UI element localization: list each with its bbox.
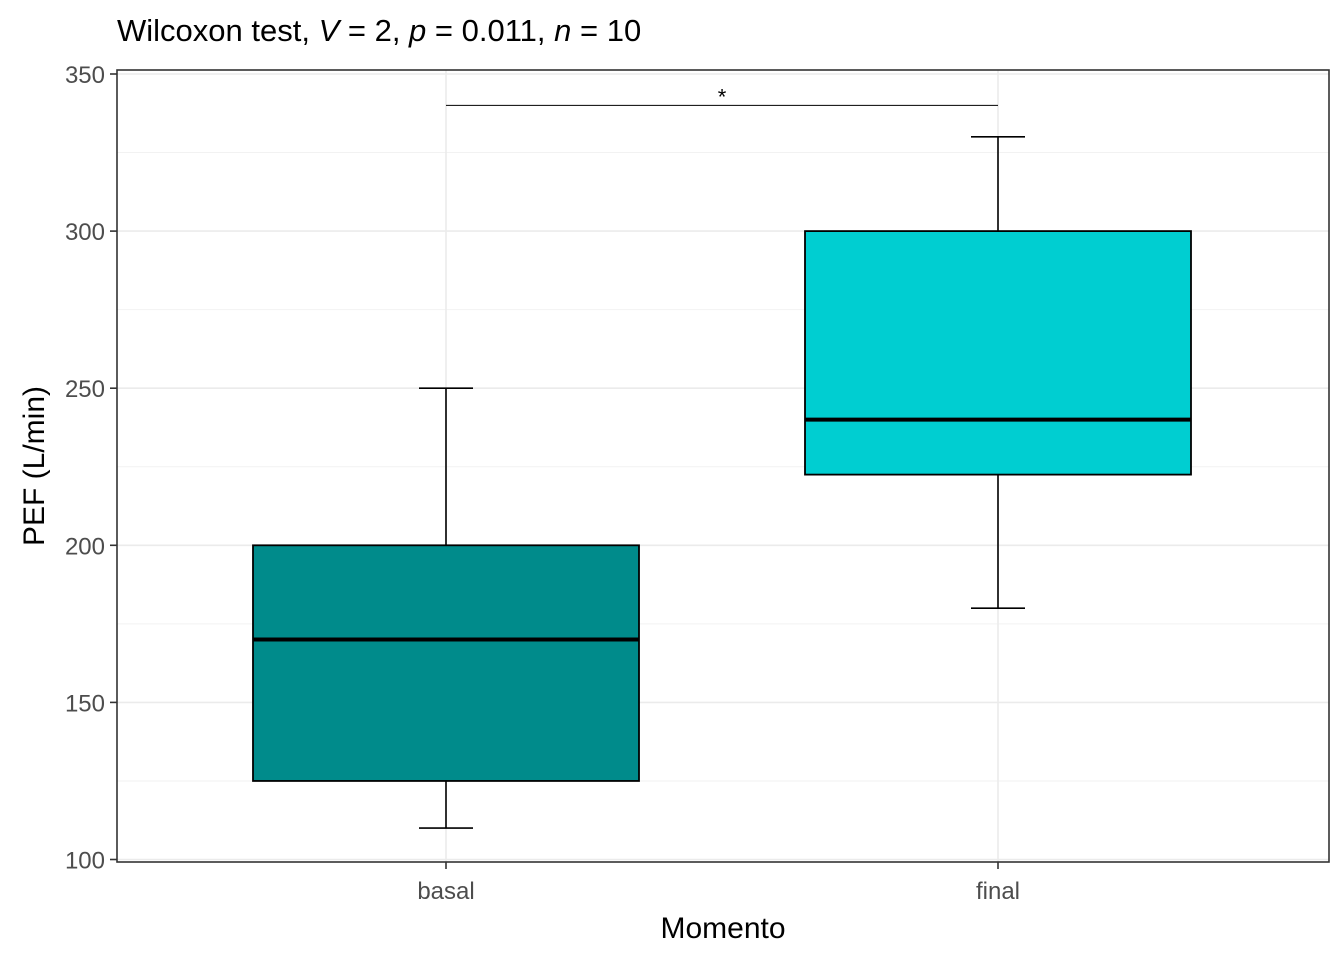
y-axis: 100 150 200 250 300 350	[65, 62, 117, 875]
y-tick-label: 150	[65, 690, 105, 717]
chart-title-part: = 0.011,	[426, 13, 554, 48]
boxplot-basal	[252, 387, 640, 829]
y-tick-label: 300	[65, 219, 105, 246]
x-axis-title: Momento	[660, 912, 785, 945]
chart-title-part: = 10	[571, 13, 641, 48]
y-tick-label: 200	[65, 533, 105, 560]
plot-border	[116, 69, 1330, 863]
box-iqr	[252, 544, 640, 782]
y-tick-label: 350	[65, 62, 105, 89]
significance-bracket: *	[446, 84, 998, 109]
y-axis-title: PEF (L/min)	[18, 386, 51, 546]
chart-title: Wilcoxon test, V = 2, p = 0.011, n = 10	[117, 13, 641, 48]
chart-title-part: p	[408, 13, 426, 48]
boxplot-final	[804, 136, 1192, 609]
x-tick-label: final	[976, 878, 1020, 905]
x-tick-label: basal	[417, 878, 474, 905]
x-axis: basal final	[417, 862, 1020, 905]
chart-title-part: V	[319, 13, 343, 48]
boxplots	[252, 136, 1192, 829]
box-iqr	[804, 230, 1192, 476]
significance-label: *	[718, 84, 727, 109]
y-tick-label: 250	[65, 376, 105, 403]
chart-title-part: = 2,	[339, 13, 409, 48]
y-tick-label: 100	[65, 848, 105, 875]
chart-title-part: Wilcoxon test,	[117, 13, 319, 48]
chart-title-part: n	[554, 13, 571, 48]
